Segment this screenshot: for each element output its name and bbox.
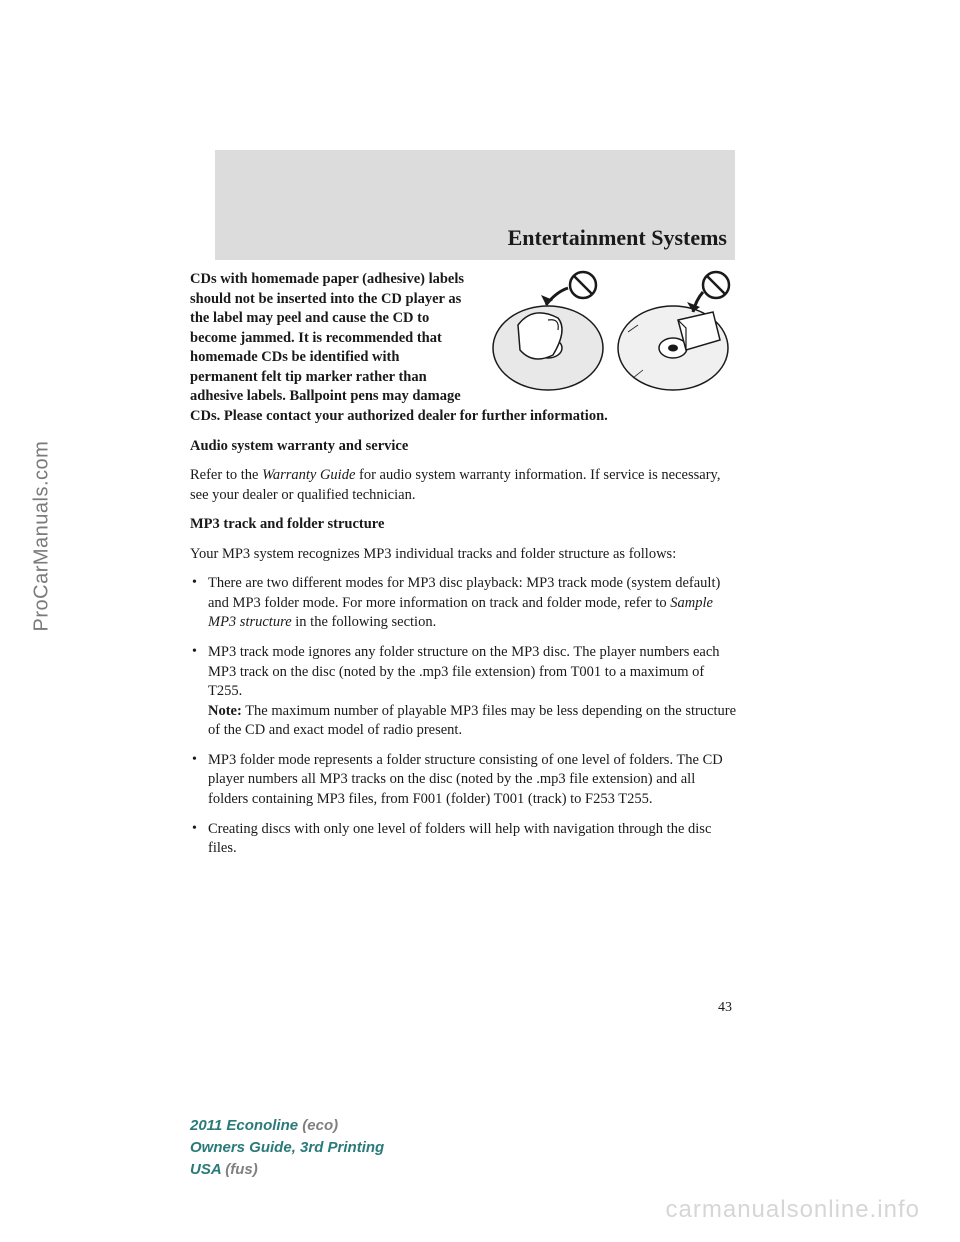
text: There are two different modes for MP3 di… [208,575,720,611]
text: Creating discs with only one level of fo… [208,821,711,857]
heading-warranty: Audio system warranty and service [190,437,738,457]
page-content: CDs with homemade paper (adhesive) label… [190,270,738,869]
para-mp3-intro: Your MP3 system recognizes MP3 individua… [190,545,738,565]
footer-model: 2011 Econoline [190,1117,302,1134]
text: Refer to the [190,467,262,483]
footer-region: USA [190,1161,225,1178]
footer-line-1: 2011 Econoline (eco) [190,1115,384,1137]
text: MP3 folder mode represents a folder stru… [208,752,723,807]
list-item: MP3 folder mode represents a folder stru… [190,751,738,810]
para-warranty: Refer to the Warranty Guide for audio sy… [190,466,738,505]
list-item: There are two different modes for MP3 di… [190,574,738,633]
page-number: 43 [718,1000,732,1016]
list-item: MP3 track mode ignores any folder struct… [190,643,738,741]
footer-line-3: USA (fus) [190,1159,384,1181]
footer-code: (eco) [302,1117,338,1134]
bottom-watermark: carmanualsonline.info [666,1196,920,1224]
text: MP3 track mode ignores any folder struct… [208,644,720,699]
note-label: Note: [208,703,242,719]
footer-block: 2011 Econoline (eco) Owners Guide, 3rd P… [190,1115,384,1180]
text-em: Warranty Guide [262,467,355,483]
heading-mp3: MP3 track and folder structure [190,515,738,535]
sidebar-watermark: ProCarManuals.com [31,441,54,632]
footer-line-2: Owners Guide, 3rd Printing [190,1137,384,1159]
text: in the following section. [292,614,437,630]
note-text: The maximum number of playable MP3 files… [208,703,736,739]
footer-code: (fus) [225,1161,258,1178]
section-title: Entertainment Systems [215,225,735,251]
cd-warning-illustration [478,270,738,400]
list-item: Creating discs with only one level of fo… [190,820,738,859]
bullet-list: There are two different modes for MP3 di… [190,574,738,858]
